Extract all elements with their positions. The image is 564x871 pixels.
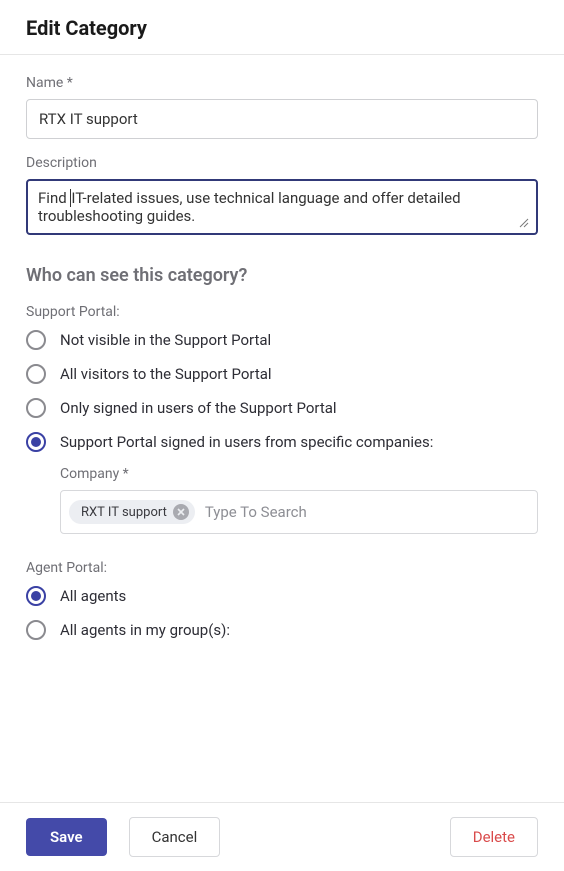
- dialog-footer: Save Cancel Delete: [0, 802, 564, 871]
- dialog-title: Edit Category: [26, 16, 538, 40]
- support-portal-label: Support Portal:: [26, 304, 538, 320]
- description-text-after-cursor: IT-related issues, use technical languag…: [38, 189, 461, 225]
- support-option-signed-in[interactable]: Only signed in users of the Support Port…: [26, 398, 538, 418]
- support-option-all-visitors[interactable]: All visitors to the Support Portal: [26, 364, 538, 384]
- cancel-button[interactable]: Cancel: [129, 817, 221, 857]
- agent-portal-label: Agent Portal:: [26, 560, 538, 576]
- radio-label: Support Portal signed in users from spec…: [60, 433, 433, 451]
- name-input[interactable]: [26, 99, 538, 139]
- radio-icon: [26, 398, 46, 418]
- agent-option-my-groups[interactable]: All agents in my group(s):: [26, 620, 538, 640]
- radio-icon: [26, 364, 46, 384]
- company-tag-input[interactable]: RXT IT support Type To Search: [60, 490, 538, 534]
- radio-icon: [26, 432, 46, 452]
- company-label: Company *: [60, 466, 538, 482]
- dialog-header: Edit Category: [0, 0, 564, 54]
- company-block: Company * RXT IT support Type To Search: [60, 466, 538, 534]
- radio-label: Only signed in users of the Support Port…: [60, 399, 337, 417]
- name-label: Name *: [26, 75, 538, 91]
- company-search-placeholder: Type To Search: [205, 503, 307, 521]
- delete-button[interactable]: Delete: [450, 817, 538, 857]
- save-button[interactable]: Save: [26, 818, 107, 856]
- description-text-before-cursor: Find: [38, 189, 70, 207]
- radio-icon: [26, 330, 46, 350]
- radio-icon: [26, 586, 46, 606]
- remove-tag-icon[interactable]: [173, 504, 189, 520]
- description-textarea[interactable]: Find IT-related issues, use technical la…: [26, 179, 538, 235]
- radio-icon: [26, 620, 46, 640]
- agent-option-all[interactable]: All agents: [26, 586, 538, 606]
- support-option-specific-companies[interactable]: Support Portal signed in users from spec…: [26, 432, 538, 452]
- radio-label: All visitors to the Support Portal: [60, 365, 272, 383]
- resize-handle-icon[interactable]: [518, 217, 530, 229]
- radio-label: All agents: [60, 587, 126, 605]
- company-tag-text: RXT IT support: [81, 505, 167, 520]
- form-area: Name * Description Find IT-related issue…: [0, 55, 564, 640]
- visibility-heading: Who can see this category?: [26, 265, 538, 286]
- radio-label: Not visible in the Support Portal: [60, 331, 271, 349]
- radio-label: All agents in my group(s):: [60, 621, 230, 639]
- support-option-not-visible[interactable]: Not visible in the Support Portal: [26, 330, 538, 350]
- description-label: Description: [26, 155, 538, 171]
- company-tag-chip: RXT IT support: [69, 500, 195, 524]
